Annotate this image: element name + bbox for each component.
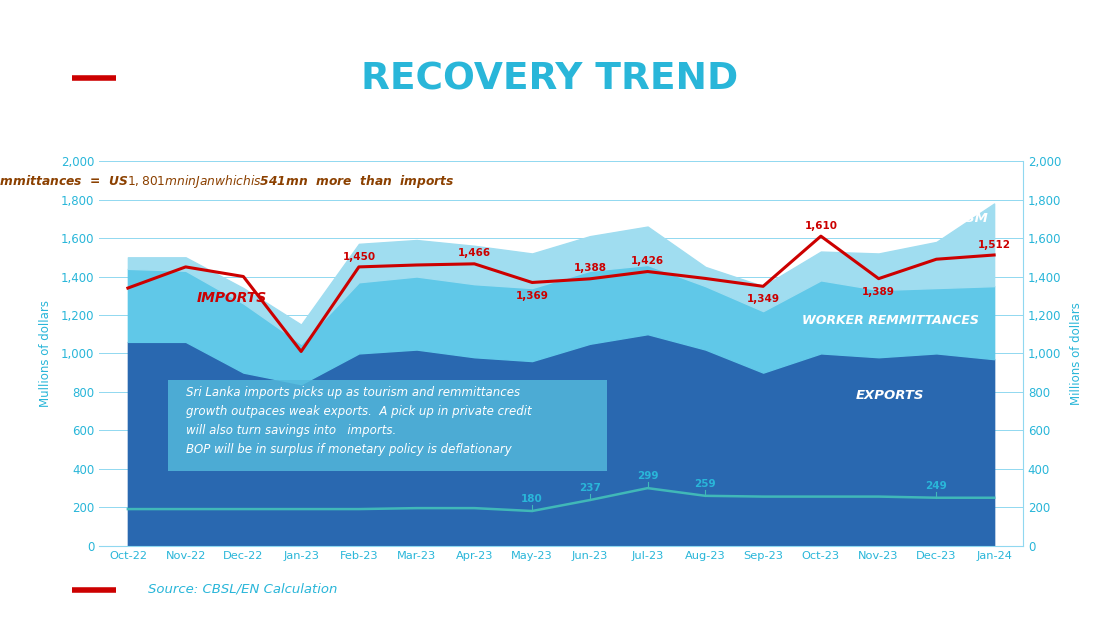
Text: 249: 249 <box>925 481 947 491</box>
FancyBboxPatch shape <box>168 380 607 471</box>
Text: EXPORTS: EXPORTS <box>856 389 924 402</box>
Text: WORKER REMMITTANCES: WORKER REMMITTANCES <box>802 314 979 327</box>
Text: Sri Lanka imports picks up as tourism and remmittances
growth outpaces weak expo: Sri Lanka imports picks up as tourism an… <box>186 386 531 456</box>
Text: 1,369: 1,369 <box>516 291 549 301</box>
Text: IMPORTS: IMPORTS <box>197 291 267 304</box>
Text: 1,466: 1,466 <box>458 249 491 259</box>
Text: 259: 259 <box>694 479 716 489</box>
Text: Exports+tourism+remmittances  =  US$1,801mn  in  Jan  which  is  $541mn  more  t: Exports+tourism+remmittances = US$1,801m… <box>0 173 454 190</box>
Text: 1,450: 1,450 <box>342 252 375 262</box>
Text: TOURISM: TOURISM <box>920 213 988 225</box>
Y-axis label: Mullions of dollars: Mullions of dollars <box>40 300 53 407</box>
Text: 237: 237 <box>579 484 601 494</box>
Text: 1,610: 1,610 <box>804 221 837 231</box>
Text: 1,389: 1,389 <box>862 286 895 297</box>
Text: Source: CBSL/EN Calculation: Source: CBSL/EN Calculation <box>148 582 338 595</box>
Text: 1,349: 1,349 <box>747 294 780 304</box>
Text: RECOVERY TREND: RECOVERY TREND <box>362 62 738 98</box>
Text: 1,426: 1,426 <box>631 256 664 266</box>
Text: 180: 180 <box>521 494 543 504</box>
Y-axis label: Millions of dollars: Millions of dollars <box>1069 302 1082 405</box>
Text: 1,512: 1,512 <box>978 239 1011 250</box>
Text: 1,388: 1,388 <box>573 264 606 273</box>
Text: 299: 299 <box>637 471 659 481</box>
